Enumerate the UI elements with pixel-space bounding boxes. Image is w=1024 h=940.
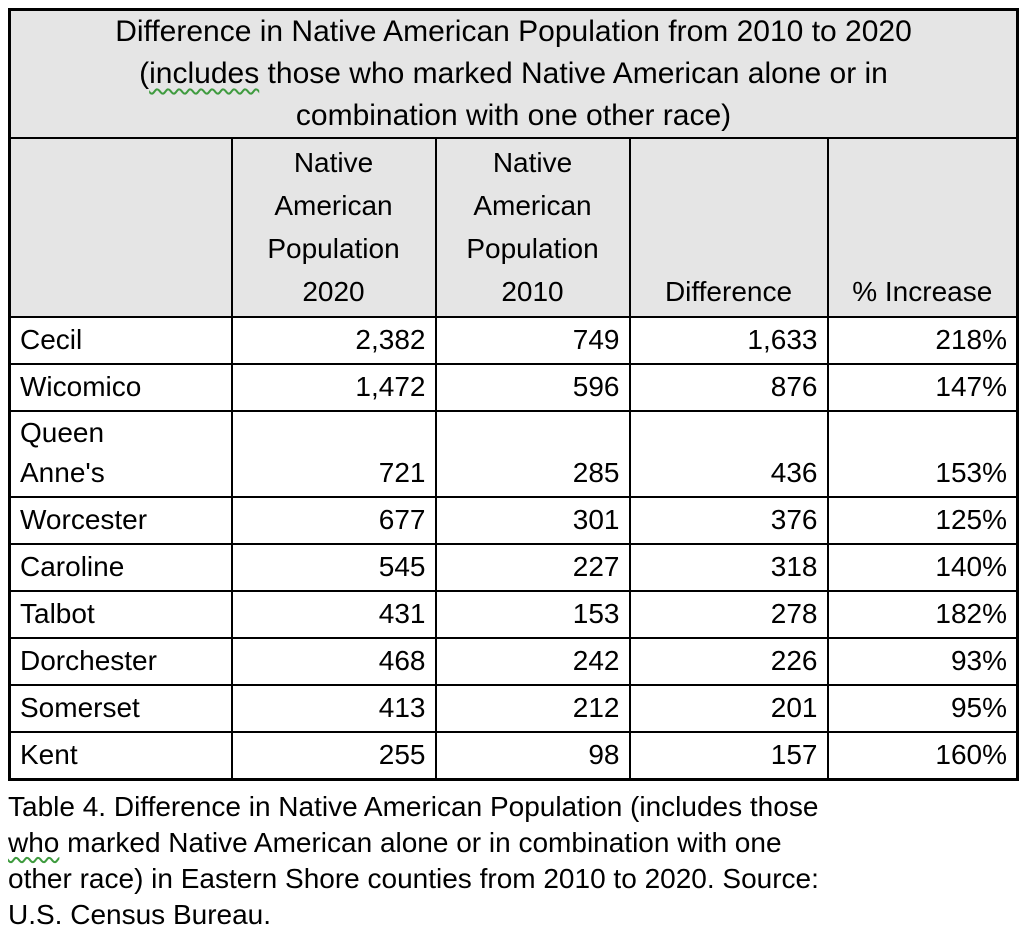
pct-increase-cell: 218% [826, 316, 1019, 365]
table-body: Cecil 2,382 749 1,633 218% Wicomico 1,472 596 87… [8, 316, 1019, 780]
county-cell: Talbot [8, 590, 233, 639]
table-row: Cecil 2,382 749 1,633 218% [8, 316, 1019, 365]
column-header-row: Native American Population 2020 Native A… [8, 137, 1019, 318]
pct-increase-cell: 125% [826, 496, 1019, 545]
county-cell: Wicomico [8, 363, 233, 412]
county-cell: Kent [8, 731, 233, 780]
difference-cell: 226 [628, 637, 829, 686]
pop2020-cell: 1,472 [230, 363, 437, 412]
pop2010-cell: 227 [434, 543, 631, 592]
col-header-pop2010: Native American Population 2010 [434, 137, 631, 318]
pop2020-cell: 255 [230, 731, 437, 780]
pop2010-cell: 212 [434, 684, 631, 733]
county-cell: Cecil [8, 316, 233, 365]
pop2020-cell: 431 [230, 590, 437, 639]
pop2010-cell: 153 [434, 590, 631, 639]
pop2010-cell: 98 [434, 731, 631, 780]
pop2010-cell: 596 [434, 363, 631, 412]
pct-increase-cell: 153% [826, 410, 1019, 498]
difference-cell: 201 [628, 684, 829, 733]
table-row: Talbot 431 153 278 182% [8, 590, 1019, 639]
title-line-2: (includes those who marked Native Americ… [15, 53, 1012, 95]
pop2010-cell: 749 [434, 316, 631, 365]
col-header-pct-increase: % Increase [826, 137, 1019, 318]
county-cell: Somerset [8, 684, 233, 733]
title-line-2-open: ( [139, 57, 150, 90]
table-row: Kent 255 98 157 160% [8, 731, 1019, 780]
pop2010-cell: 301 [434, 496, 631, 545]
pct-increase-cell: 140% [826, 543, 1019, 592]
table-caption: Table 4. Difference in Native American P… [8, 789, 1018, 933]
county-cell: Queen Anne's [8, 410, 233, 498]
col-header-difference: Difference [628, 137, 829, 318]
spellcheck-flagged-word: who [8, 826, 60, 858]
difference-cell: 1,633 [628, 316, 829, 365]
difference-cell: 436 [628, 410, 829, 498]
col-header-county [8, 137, 233, 318]
pop2010-cell: 285 [434, 410, 631, 498]
caption-line-2-rest: marked Native American alone or in combi… [59, 826, 782, 858]
table-row: Worcester 677 301 376 125% [8, 496, 1019, 545]
pct-increase-cell: 147% [826, 363, 1019, 412]
difference-cell: 278 [628, 590, 829, 639]
col-header-pop2020: Native American Population 2020 [230, 137, 437, 318]
table-row: Dorchester 468 242 226 93% [8, 637, 1019, 686]
pop2020-cell: 721 [230, 410, 437, 498]
county-cell: Dorchester [8, 637, 233, 686]
title-line-3: combination with one other race) [295, 99, 732, 132]
title-line-1: Difference in Native American Population… [115, 15, 912, 48]
pct-increase-cell: 182% [826, 590, 1019, 639]
pop2020-cell: 413 [230, 684, 437, 733]
pop2020-cell: 2,382 [230, 316, 437, 365]
table-row: Somerset 413 212 201 95% [8, 684, 1019, 733]
pop2010-cell: 242 [434, 637, 631, 686]
spellcheck-flagged-word: includes [149, 57, 260, 90]
difference-cell: 376 [628, 496, 829, 545]
pop2020-cell: 545 [230, 543, 437, 592]
caption-line-3: other race) in Eastern Shore counties fr… [8, 862, 819, 894]
difference-cell: 157 [628, 731, 829, 780]
pop2020-cell: 468 [230, 637, 437, 686]
table-row: Queen Anne's 721 285 436 153% [8, 410, 1019, 498]
table-row: Wicomico 1,472 596 876 147% [8, 363, 1019, 412]
caption-line-2: who marked Native American alone or in c… [8, 827, 782, 858]
county-cell: Worcester [8, 496, 233, 545]
caption-line-1: Table 4. Difference in Native American P… [8, 790, 819, 822]
pct-increase-cell: 95% [826, 684, 1019, 733]
difference-cell: 318 [628, 543, 829, 592]
caption-line-4: U.S. Census Bureau. [8, 898, 272, 930]
population-table: Difference in Native American Population… [8, 8, 1020, 781]
title-line-2-rest: those who marked Native American alone o… [259, 57, 888, 90]
county-cell: Caroline [8, 543, 233, 592]
pct-increase-cell: 160% [826, 731, 1019, 780]
table-row: Caroline 545 227 318 140% [8, 543, 1019, 592]
title-row: Difference in Native American Population… [8, 8, 1019, 139]
difference-cell: 876 [628, 363, 829, 412]
pop2020-cell: 677 [230, 496, 437, 545]
pct-increase-cell: 93% [826, 637, 1019, 686]
table-title: Difference in Native American Population… [8, 8, 1019, 139]
